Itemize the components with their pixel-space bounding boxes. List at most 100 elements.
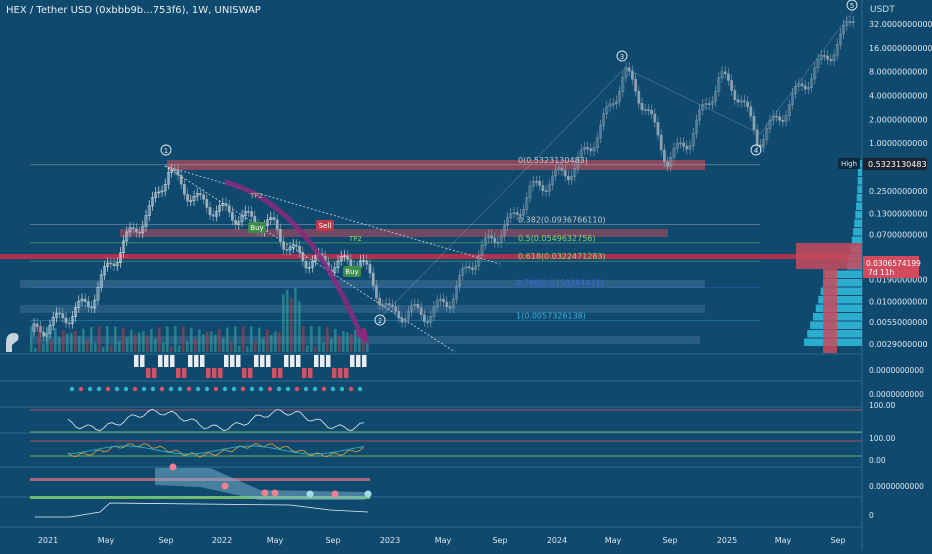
candle-body bbox=[653, 113, 657, 123]
candle-body bbox=[103, 266, 106, 276]
candle-body bbox=[170, 169, 173, 173]
candle-body bbox=[464, 266, 468, 269]
candle-body bbox=[573, 167, 577, 177]
volume-bar bbox=[122, 327, 125, 352]
candle-body bbox=[531, 181, 535, 187]
volume-bar bbox=[318, 326, 321, 352]
signal-dot bbox=[150, 386, 156, 392]
buy-signal: Buy bbox=[345, 268, 358, 276]
candle-body bbox=[611, 103, 615, 106]
candle-body bbox=[221, 203, 225, 206]
signal-dot bbox=[348, 386, 354, 392]
candle-body bbox=[384, 303, 388, 306]
volume-bar bbox=[366, 340, 369, 352]
candle-body bbox=[288, 247, 292, 251]
candle-body bbox=[842, 25, 845, 35]
fib-label: 0.382(0.0936766110) bbox=[518, 216, 606, 225]
volume-bar bbox=[238, 345, 241, 352]
candle-body bbox=[71, 316, 74, 324]
candle-body bbox=[138, 231, 141, 234]
candle-body bbox=[218, 205, 221, 212]
candle-body bbox=[675, 142, 679, 149]
signal-dot bbox=[222, 386, 228, 392]
histogram-bar bbox=[344, 368, 349, 378]
volume-profile-bar bbox=[856, 194, 862, 202]
histogram-bar bbox=[296, 355, 301, 367]
candle-body bbox=[298, 245, 301, 253]
candle-body bbox=[704, 103, 708, 105]
volume-bar bbox=[162, 342, 165, 352]
candle-body bbox=[503, 225, 506, 237]
projection-path bbox=[379, 7, 856, 319]
candle-body bbox=[784, 115, 788, 122]
sell-signal: Sell bbox=[319, 222, 332, 230]
wave-circle-5 bbox=[846, 0, 858, 11]
candle-body bbox=[439, 298, 442, 301]
candle-body bbox=[314, 255, 317, 262]
candle-body bbox=[160, 190, 164, 193]
volume-bar bbox=[350, 333, 353, 352]
volume-bar bbox=[306, 345, 309, 352]
volume-bar bbox=[330, 338, 333, 352]
volume-bar bbox=[226, 327, 229, 352]
candle-body bbox=[416, 304, 420, 308]
signal-dot bbox=[96, 386, 102, 392]
histogram-bar bbox=[218, 368, 223, 378]
profile-red-block bbox=[796, 243, 862, 269]
candle-body bbox=[301, 251, 305, 262]
signal-dot bbox=[231, 386, 237, 392]
candle-body bbox=[234, 220, 237, 225]
x-tick-label: 2023 bbox=[380, 536, 400, 545]
histogram-bar bbox=[314, 355, 319, 367]
candle-body bbox=[154, 192, 157, 198]
candle-body bbox=[279, 229, 282, 242]
x-tick-label: 2021 bbox=[38, 536, 58, 545]
candle-body bbox=[451, 298, 455, 309]
volume-bar bbox=[322, 342, 325, 352]
currency-label: USDT bbox=[870, 5, 895, 15]
volume-bar bbox=[78, 335, 81, 352]
signal-dot bbox=[204, 386, 210, 392]
candle-body bbox=[691, 133, 695, 147]
candle-body bbox=[474, 265, 477, 271]
candle-body bbox=[247, 211, 250, 213]
candle-body bbox=[93, 299, 97, 309]
signal-dot bbox=[339, 386, 345, 392]
volume-bar bbox=[102, 347, 105, 352]
signal-dot bbox=[141, 386, 147, 392]
wave-label-2: 2 bbox=[378, 317, 382, 325]
arrow-path bbox=[224, 179, 365, 339]
candle-body bbox=[826, 55, 829, 60]
candle-body bbox=[208, 207, 212, 216]
candle-body bbox=[435, 300, 439, 308]
volume-profile-bar bbox=[857, 168, 862, 176]
volume-bar bbox=[230, 341, 233, 352]
candle-body bbox=[368, 264, 372, 274]
candle-body bbox=[592, 147, 596, 152]
candle-body bbox=[477, 255, 481, 267]
candle-body bbox=[535, 181, 538, 183]
volume-bar bbox=[114, 326, 117, 352]
volume-bar bbox=[246, 346, 249, 352]
candle-body bbox=[455, 286, 458, 300]
volume-bar bbox=[106, 326, 109, 352]
volume-bar bbox=[46, 326, 49, 352]
candle-body bbox=[183, 183, 186, 195]
signal-dot bbox=[114, 386, 120, 392]
candle-body bbox=[695, 119, 698, 134]
buy-signal: Buy bbox=[250, 224, 263, 232]
candle-body bbox=[58, 312, 61, 315]
momentum-dot bbox=[261, 489, 269, 497]
candle-body bbox=[394, 306, 397, 312]
volume-bar bbox=[134, 334, 137, 352]
candle-body bbox=[631, 70, 634, 80]
y-tick-label: 0.1300000000 bbox=[869, 209, 928, 218]
y-tick-label: 1.0000000000 bbox=[869, 139, 928, 148]
candle-body bbox=[96, 286, 100, 301]
candle-body bbox=[211, 214, 215, 217]
high-label: High bbox=[841, 160, 857, 168]
candle-body bbox=[717, 77, 721, 92]
signal-dot bbox=[240, 386, 246, 392]
